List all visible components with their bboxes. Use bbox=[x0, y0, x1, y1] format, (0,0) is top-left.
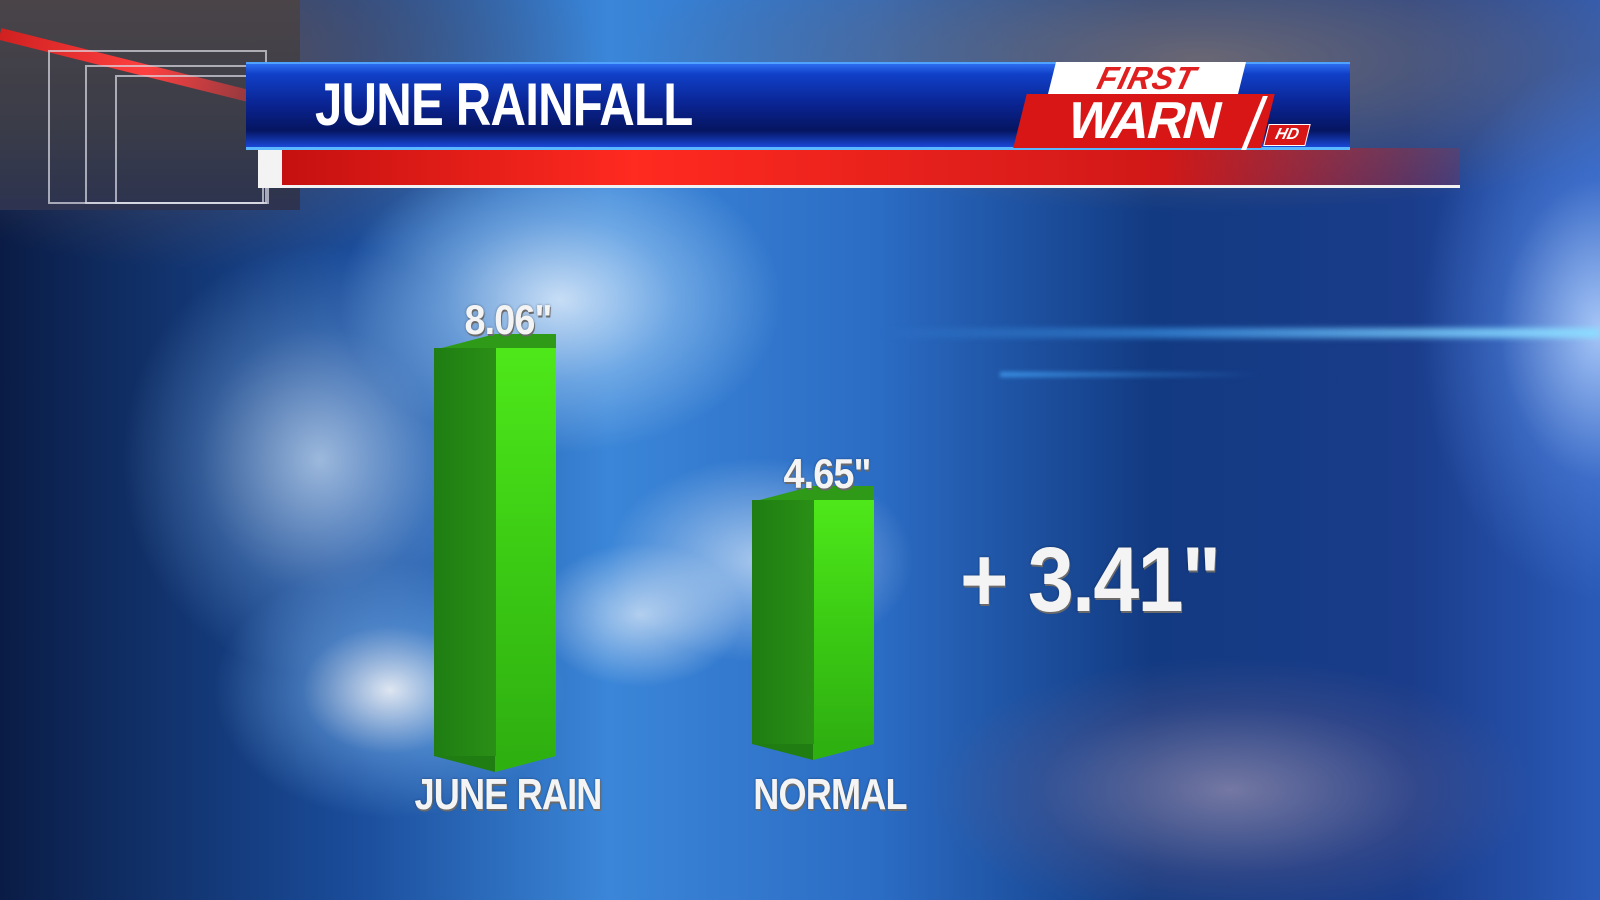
bar-june-rain bbox=[434, 334, 556, 772]
bar-side bbox=[814, 500, 874, 744]
lens-flare bbox=[880, 328, 1600, 338]
logo-warn-text: WARN bbox=[1061, 92, 1227, 150]
logo-first: FIRST bbox=[1048, 60, 1246, 96]
bar-side bbox=[496, 348, 556, 756]
bar-value-label: 8.06" bbox=[464, 296, 552, 343]
bar-normal bbox=[752, 486, 874, 760]
logo-hd-badge: HD bbox=[1263, 124, 1311, 146]
difference-annotation: + 3.41" bbox=[960, 529, 1221, 631]
header-corner bbox=[258, 148, 282, 188]
bar-front bbox=[752, 500, 814, 744]
bar-category-label: JUNE RAIN bbox=[414, 770, 602, 819]
bar-value-label: 4.65" bbox=[783, 450, 871, 497]
lens-flare-secondary bbox=[1000, 372, 1260, 377]
bar-front bbox=[434, 348, 496, 756]
logo-first-text: FIRST bbox=[1093, 60, 1201, 96]
logo-warn: WARN bbox=[1013, 92, 1275, 150]
page-title: JUNE RAINFALL bbox=[315, 71, 693, 138]
header-red-stripe bbox=[280, 148, 1460, 188]
bar-category-label: NORMAL bbox=[753, 770, 907, 819]
